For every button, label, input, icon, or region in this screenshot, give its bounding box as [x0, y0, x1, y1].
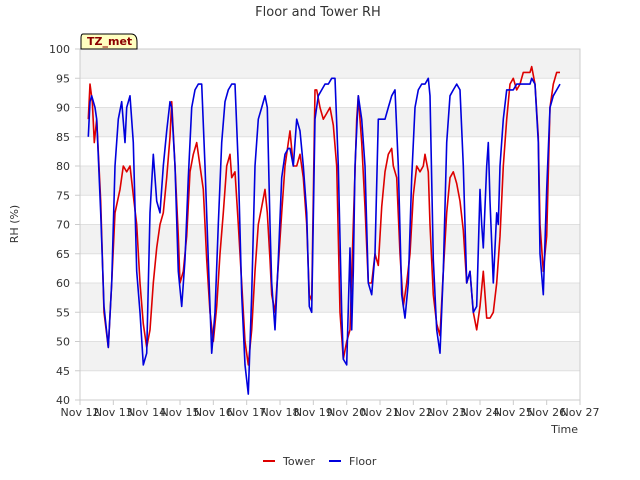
y-tick-label: 95	[56, 72, 70, 85]
x-tick-label: Nov 16	[194, 406, 233, 419]
y-tick-label: 80	[56, 160, 70, 173]
y-tick-label: 90	[56, 102, 70, 115]
x-tick-label: Nov 26	[527, 406, 566, 419]
chart-title: Floor and Tower RH	[255, 5, 381, 20]
band	[80, 283, 580, 313]
x-tick-label: Nov 21	[361, 406, 400, 419]
series-line-floor	[87, 77, 561, 395]
series-line-tower	[87, 65, 560, 366]
y-axis-ticks: 40 45 50 55 60 65 70 75 80 85 90 95 100	[49, 43, 80, 407]
band	[80, 49, 580, 79]
y-tick-label: 100	[49, 43, 70, 56]
x-tick-label: Nov 15	[161, 406, 200, 419]
series-layer	[87, 65, 561, 395]
x-tick-label: Nov 23	[427, 406, 466, 419]
band	[80, 107, 580, 137]
x-tick-label: Nov 17	[227, 406, 266, 419]
x-tick-label: Nov 18	[261, 406, 300, 419]
y-tick-label: 70	[56, 219, 70, 232]
y-axis-label: RH (%)	[8, 205, 21, 243]
x-tick-label: Nov 19	[294, 406, 333, 419]
tz-met-label: TZ_met	[87, 35, 132, 48]
band	[80, 370, 580, 400]
band	[80, 312, 580, 342]
y-tick-label: 50	[56, 336, 70, 349]
band	[80, 78, 580, 108]
band	[80, 341, 580, 371]
x-axis-label: Time	[550, 423, 578, 436]
y-tick-label: 40	[56, 394, 70, 407]
y-tick-label: 65	[56, 248, 70, 261]
legend: Tower Floor	[263, 455, 377, 468]
y-tick-label: 55	[56, 306, 70, 319]
y-tick-label: 75	[56, 189, 70, 202]
tz-met-badge: TZ_met	[80, 33, 138, 50]
y-tick-label: 85	[56, 131, 70, 144]
legend-label-tower: Tower	[282, 455, 315, 468]
x-tick-label: Nov 20	[327, 406, 366, 419]
band	[80, 224, 580, 254]
x-tick-label: Nov 13	[94, 406, 133, 419]
y-tick-label: 60	[56, 277, 70, 290]
x-tick-label: Nov 12	[61, 406, 100, 419]
y-tick-label: 45	[56, 365, 70, 378]
x-tick-label: Nov 14	[127, 406, 166, 419]
x-tick-label: Nov 25	[494, 406, 533, 419]
x-tick-label: Nov 22	[394, 406, 433, 419]
x-tick-label: Nov 24	[461, 406, 500, 419]
band	[80, 195, 580, 225]
x-tick-label: Nov 27	[561, 406, 600, 419]
legend-label-floor: Floor	[349, 455, 377, 468]
